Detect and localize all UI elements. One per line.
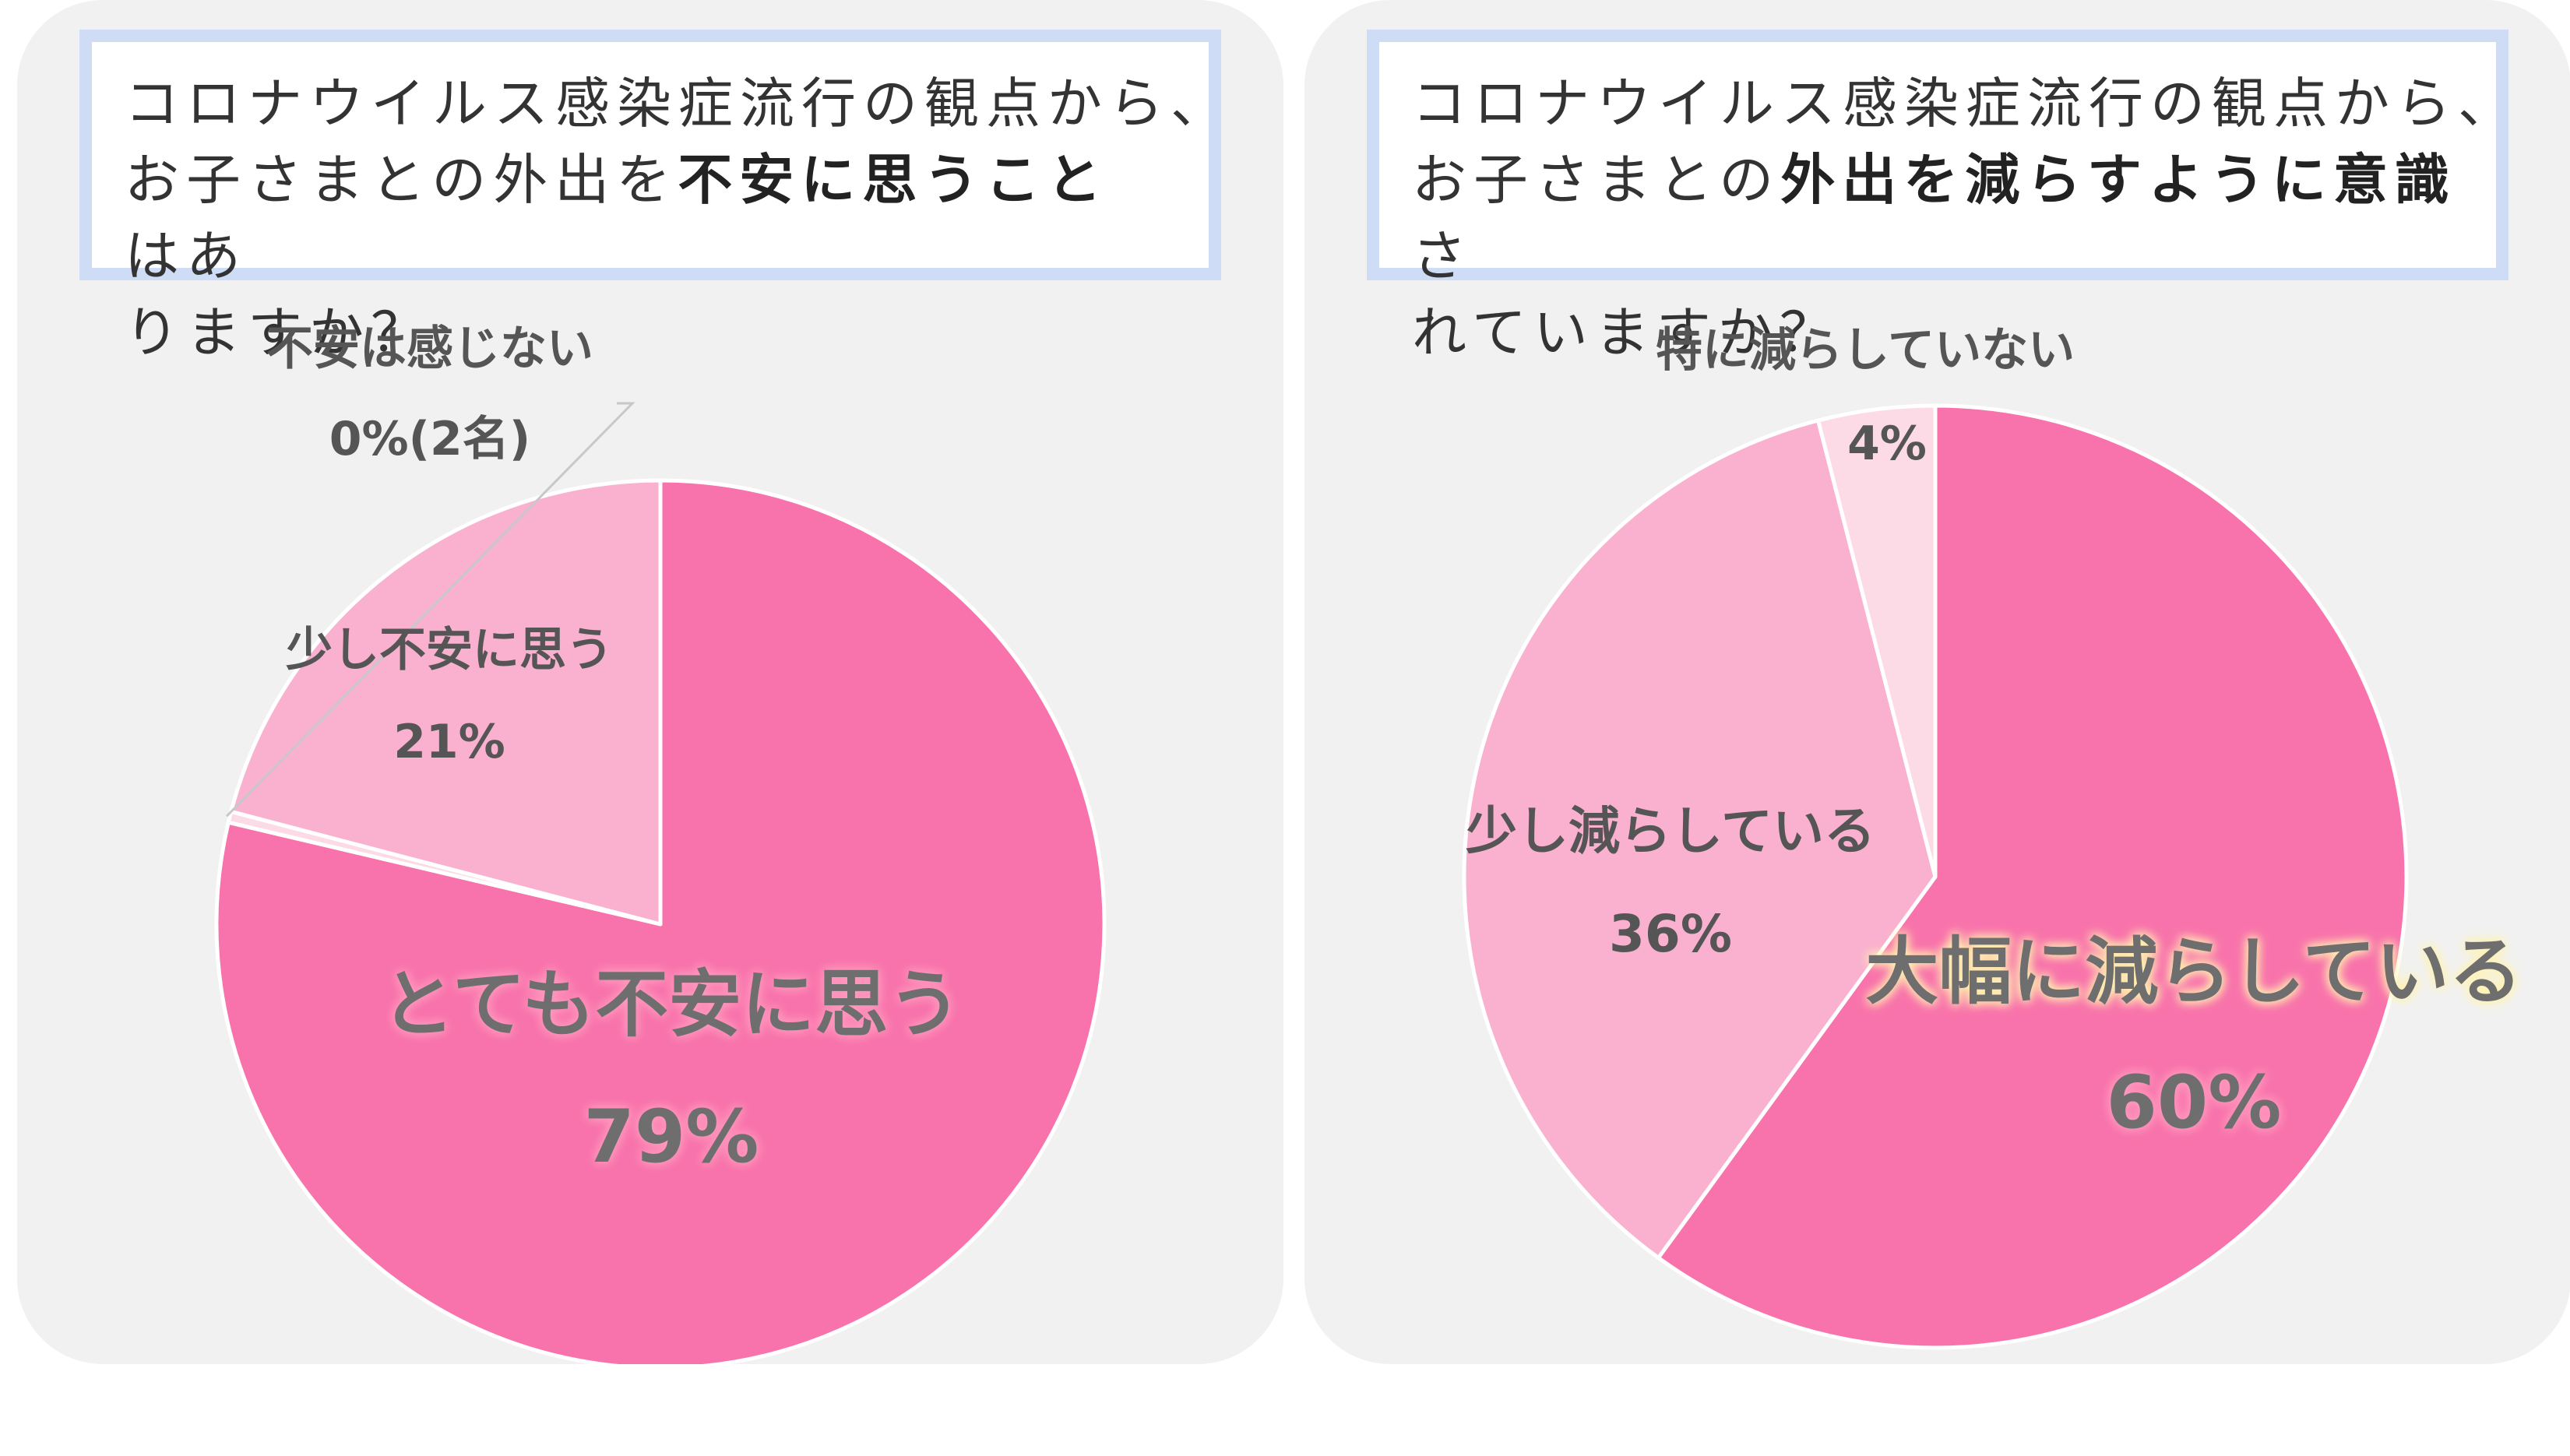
left-slice-name-2: 不安は感じない — [266, 322, 593, 376]
left-question-line2: お子さまとの外出を不安に思うことはあ — [125, 148, 1109, 288]
left-slice-label-2: 不安は感じない 0%(2名) — [225, 322, 635, 818]
right-question-emphasis: 外出を減らすように意識 — [1780, 148, 2456, 212]
left-slice-name-1: とても不安に思う — [382, 962, 961, 1047]
right-pie-slice-3 — [1816, 403, 1938, 879]
left-slice-name-3: 少し不安に思う — [286, 623, 613, 677]
right-slice-value-2: 36% — [1609, 904, 1732, 964]
right-slice-name-1: 大幅に減らしている — [1865, 930, 2522, 1015]
left-pie-slices — [214, 478, 1107, 1364]
right-question-box: コロナウイルス感染症流行の観点から、 お子さまとの外出を減らすように意識さ れて… — [1367, 30, 2519, 364]
left-question-line1: コロナウイルス感染症流行の観点から、 — [125, 72, 1232, 135]
left-slice-value-3: 21% — [393, 715, 505, 769]
right-question-line1: コロナウイルス感染症流行の観点から、 — [1412, 72, 2519, 135]
left-question-box: コロナウイルス感染症流行の観点から、 お子さまとの外出を不安に思うことはあ りま… — [79, 30, 1232, 364]
left-slice-label-3: 少し不安に思う 21% — [286, 623, 613, 769]
right-slice-label-1: 大幅に減らしている 60% — [1865, 930, 2522, 1145]
left-question-emphasis: 不安に思うこと — [678, 148, 1109, 212]
left-slice-label-1: とても不安に思う 79% — [382, 962, 961, 1180]
right-question-line2: お子さまとの外出を減らすように意識さ — [1412, 148, 2456, 288]
left-leader-line — [225, 402, 635, 818]
left-pie-chart: とても不安に思う 79% 不安は感じない 0%(2名) 少し不安に思う 21% — [214, 322, 1107, 1364]
left-slice-value-1: 79% — [584, 1095, 759, 1180]
left-slice-value-2: 0%(2名) — [329, 412, 530, 466]
right-slice-value-1: 60% — [2107, 1060, 2282, 1145]
left-pie-slice-3 — [229, 478, 663, 927]
right-chart-panel: コロナウイルス感染症流行の観点から、 お子さまとの外出を減らすように意識さ れて… — [1304, 0, 2570, 1364]
right-slice-name-2: 少し減らしている — [1466, 801, 1875, 861]
right-question-line3: れていますか？ — [1412, 301, 1841, 364]
right-pie-slice-2 — [1462, 418, 1938, 1260]
right-pie-chart: 大幅に減らしている 60% 少し減らしている 36% 特に減らしていない 4% — [1462, 323, 2522, 1350]
left-question-line3: りますか？ — [125, 301, 432, 364]
left-chart-panel: コロナウイルス感染症流行の観点から、 お子さまとの外出を不安に思うことはあ りま… — [17, 0, 1283, 1364]
right-slice-label-2: 少し減らしている 36% — [1466, 801, 1875, 964]
right-pie-slice-1 — [1656, 403, 2409, 1350]
right-slice-name-3: 特に減らしていない — [1656, 323, 2075, 378]
right-slice-value-3: 4% — [1847, 417, 1927, 471]
right-pie-slices — [1462, 403, 2409, 1350]
right-slice-label-3: 特に減らしていない 4% — [1656, 323, 2075, 471]
